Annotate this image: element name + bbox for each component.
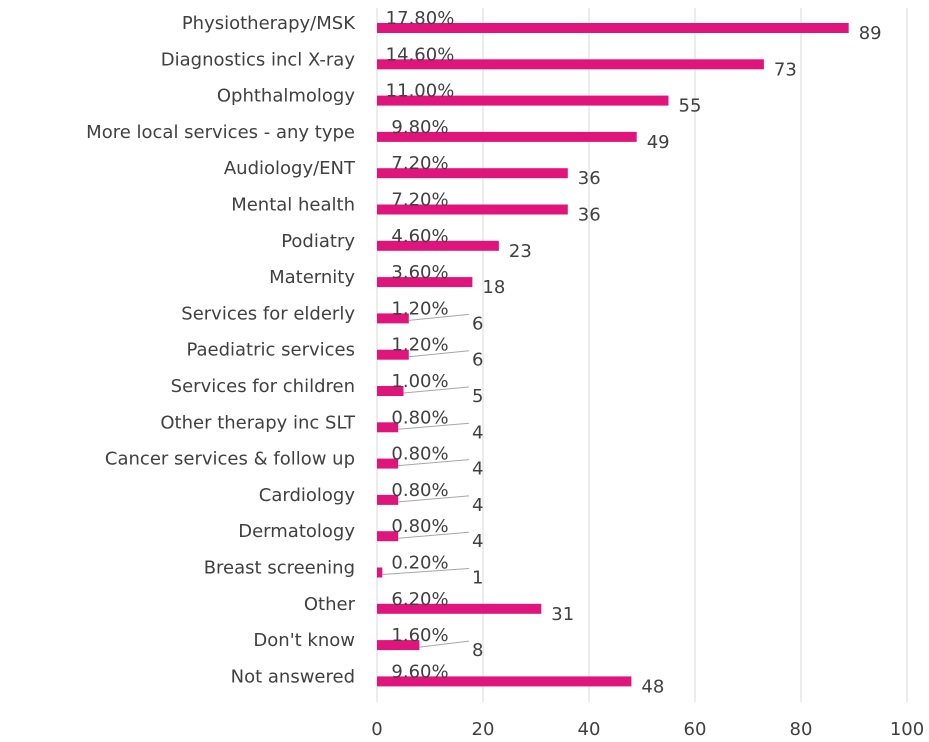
bar [377,458,399,469]
category-label: Paediatric services [186,340,355,361]
value-label: 89 [859,23,882,44]
leader-line [398,495,470,503]
x-tick-label: 0 [371,719,382,740]
value-label: 1 [472,568,483,589]
category-label: Not answered [231,666,355,687]
category-label: Breast screening [204,558,355,579]
category-label: Other [304,594,356,615]
category-label: Mental health [231,195,355,216]
category-label: Maternity [269,267,355,288]
percent-label: 9.80% [391,117,448,138]
percent-label: 0.80% [391,407,448,428]
bar [377,640,420,651]
percent-label: 9.60% [391,661,448,682]
percent-label: 6.20% [391,589,448,610]
value-label: 49 [647,132,670,153]
percent-label: 1.20% [391,335,448,356]
value-label: 18 [482,277,505,298]
x-tick-label: 80 [790,719,813,740]
category-label: Other therapy inc SLT [160,412,356,433]
bar [377,168,568,179]
percent-label: 7.20% [391,153,448,174]
leader-line [408,313,470,321]
percent-label: 14.60% [386,44,455,65]
value-label: 6 [472,313,483,334]
bar [377,95,669,106]
percent-label: 0.80% [391,516,448,537]
value-label: 73 [774,59,797,80]
category-label: Services for children [171,376,355,397]
category-label: Cardiology [259,485,356,506]
category-label: Dermatology [238,521,355,542]
bar [377,240,499,251]
value-label: 6 [472,350,483,371]
bar [377,23,849,33]
percent-label: 1.20% [391,298,448,319]
category-label: More local services - any type [86,122,355,143]
leader-line [403,386,470,394]
value-label: 48 [641,676,664,697]
value-label: 5 [472,386,483,407]
bar [377,422,399,433]
leader-line [408,350,470,358]
value-label: 4 [472,495,483,516]
value-label: 4 [472,459,483,480]
percent-label: 0.20% [391,553,448,574]
value-label: 31 [551,604,574,625]
x-tick-label: 60 [684,719,707,740]
category-label: Don't know [253,630,355,651]
percent-label: 17.80% [386,8,455,29]
x-tick-label: 100 [890,719,924,740]
bar [377,567,383,578]
leader-line [398,422,470,430]
percent-label: 4.60% [391,226,448,247]
bar [377,494,399,505]
category-label: Physiotherapy/MSK [182,13,356,34]
value-label: 4 [472,531,483,552]
percent-label: 7.20% [391,190,448,211]
percent-label: 11.00% [386,81,455,102]
x-tick-label: 20 [472,719,495,740]
bar [377,313,409,324]
percent-label: 0.80% [391,444,448,465]
bar [377,131,637,142]
bar [377,603,542,614]
value-label: 55 [679,96,702,117]
percent-label: 3.60% [391,262,448,283]
bar [377,386,404,396]
bar [377,204,568,215]
bar [377,277,473,288]
bar [377,531,399,542]
category-label: Cancer services & follow up [105,449,355,470]
bar [377,349,409,360]
percent-label: 1.00% [391,371,448,392]
leader-line [398,459,470,467]
bar [377,676,632,687]
category-label: Services for elderly [181,303,355,324]
leader-line [382,568,470,575]
category-label: Audiology/ENT [224,158,356,179]
bar [377,59,764,70]
leader-line [419,640,470,648]
category-label: Podiatry [281,231,355,252]
category-label: Diagnostics incl X-ray [161,49,356,70]
x-tick-label: 40 [578,719,601,740]
leader-line [398,531,470,539]
value-label: 4 [472,422,483,443]
category-label: Ophthalmology [217,86,355,107]
percent-label: 1.60% [391,625,448,646]
value-label: 8 [472,640,483,661]
value-label: 36 [578,168,601,189]
percent-label: 0.80% [391,480,448,501]
value-label: 23 [509,241,532,262]
value-label: 36 [578,205,601,226]
